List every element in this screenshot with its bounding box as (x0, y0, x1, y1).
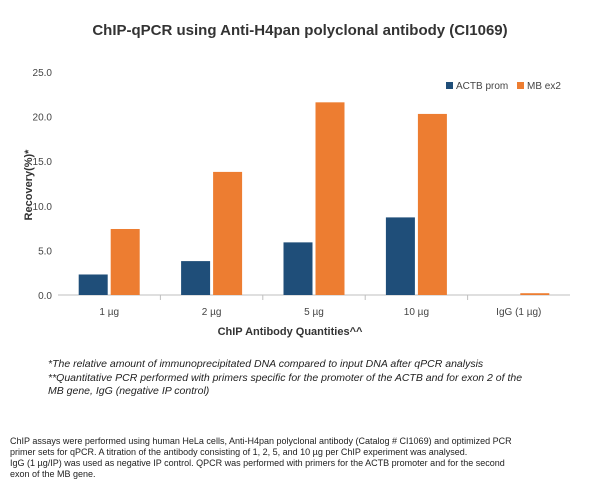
legend-swatch (517, 82, 524, 89)
figure-caption: ChIP assays were performed using human H… (10, 436, 595, 480)
caption-line: primer sets for qPCR. A titration of the… (10, 447, 468, 457)
legend: ACTB prom MB ex2 (446, 81, 561, 92)
caption-line: ChIP assays were performed using human H… (10, 436, 512, 446)
legend-label: ACTB prom (456, 81, 508, 92)
caption-line: exon of the MB gene. (10, 469, 96, 479)
y-tick-label: 5.0 (38, 246, 52, 257)
bars (78, 102, 550, 295)
footnote-recovery: *The relative amount of immunoprecipitat… (48, 358, 484, 370)
bar-actb-prom (181, 261, 211, 295)
bar-actb-prom (78, 274, 108, 295)
x-tick-label: 1 µg (99, 307, 119, 318)
footnote-qpcr: **Quantitative PCR performed with primer… (48, 372, 523, 384)
bar-actb-prom (385, 217, 415, 295)
caption-line: IgG (1 µg/IP) was used as negative IP co… (10, 458, 505, 468)
legend-swatch (446, 82, 453, 89)
y-tick-label: 25.0 (33, 68, 53, 79)
footnote-qpcr-cont: MB gene, IgG (negative IP control) (48, 385, 210, 397)
x-tick-label: 5 µg (304, 307, 324, 318)
y-tick-label: 10.0 (33, 202, 53, 213)
y-tick-label: 20.0 (33, 113, 53, 124)
chart-title: ChIP-qPCR using Anti-H4pan polyclonal an… (92, 22, 508, 39)
y-tick-label: 15.0 (33, 157, 53, 168)
y-axis-label: Recovery(%)* (23, 149, 35, 221)
y-tick-label: 0.0 (38, 291, 52, 302)
x-tick-label: 2 µg (202, 307, 222, 318)
x-tick-label: IgG (1 µg) (496, 307, 541, 318)
bar-mb-ex2 (110, 228, 140, 295)
bar-actb-prom (283, 242, 313, 295)
legend-label: MB ex2 (527, 81, 561, 92)
bar-mb-ex2 (213, 171, 243, 295)
bar-mb-ex2 (417, 113, 447, 295)
x-tick-label: 10 µg (404, 307, 429, 318)
bar-mb-ex2 (520, 293, 550, 295)
x-axis: 1 µg 2 µg 5 µg 10 µg IgG (1 µg) (58, 294, 570, 318)
bar-mb-ex2 (315, 102, 345, 295)
y-axis: 0.0 5.0 10.0 15.0 20.0 25.0 (33, 68, 53, 302)
x-axis-label: ChIP Antibody Quantities^^ (218, 326, 363, 338)
